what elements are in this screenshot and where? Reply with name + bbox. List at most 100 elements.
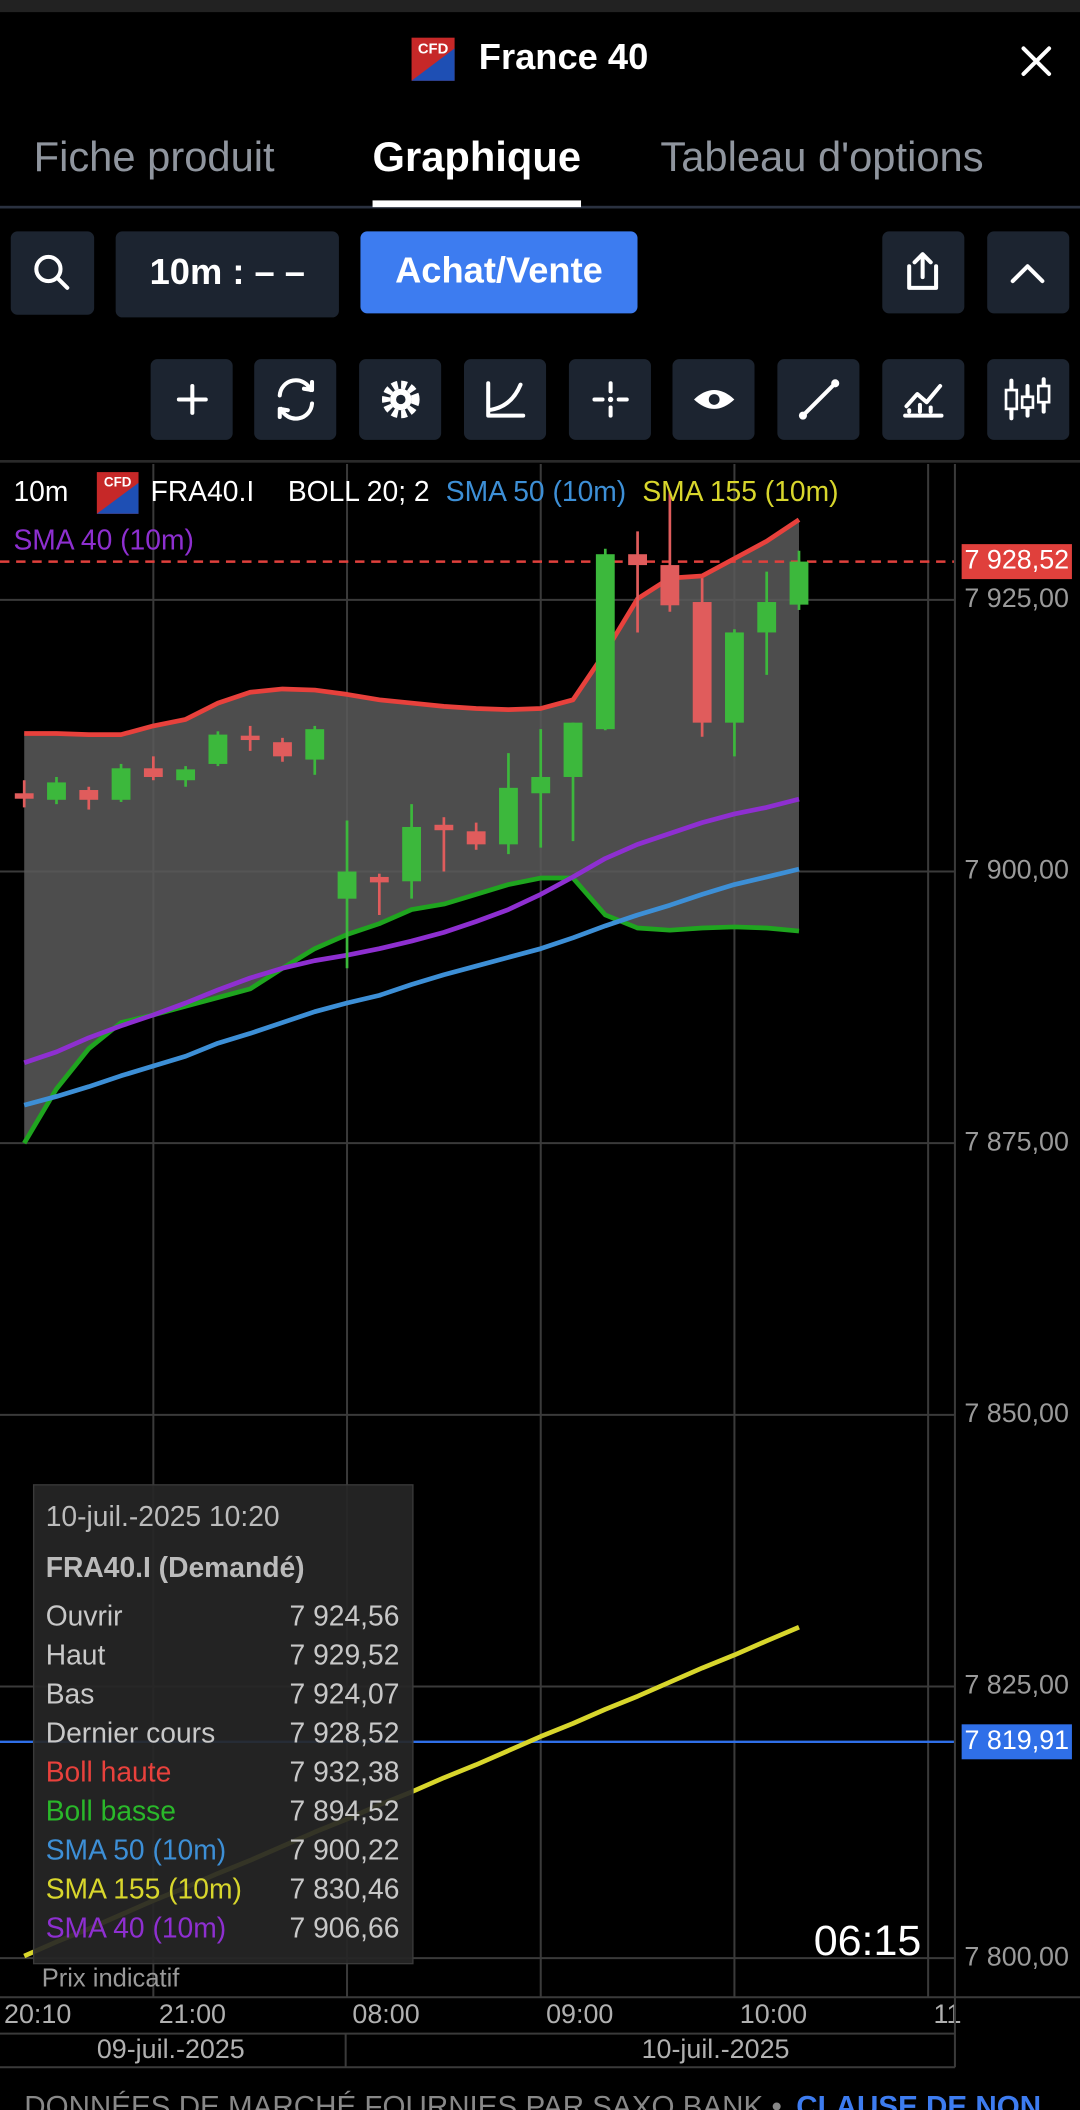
candle-body — [240, 735, 260, 741]
candle-body — [660, 565, 680, 606]
gear-icon — [396, 394, 406, 405]
gear-icon — [381, 380, 420, 419]
crosshair-icon — [592, 381, 629, 418]
x-tick-label: 11 — [934, 1999, 962, 2029]
tool-line[interactable] — [777, 359, 860, 440]
price-tag-label: 7 928,52 — [964, 545, 1069, 575]
candle-body — [595, 554, 615, 730]
candle-body — [176, 769, 196, 781]
candle-icon — [1036, 384, 1051, 404]
tooltip-label: Boll haute — [46, 1755, 172, 1787]
tool-curve[interactable] — [464, 359, 547, 440]
date-label: 09-juil.-2025 — [97, 2034, 245, 2064]
active-tab-underline — [372, 200, 582, 208]
tooltip-label: SMA 155 (10m) — [46, 1872, 242, 1904]
chevron-icon — [1010, 264, 1045, 284]
footer-link[interactable]: CLAUSE DE NON — [796, 2091, 1041, 2110]
tooltip-value: 7 894,52 — [290, 1794, 400, 1826]
tooltip-value: 7 929,52 — [290, 1638, 400, 1670]
tooltip-label: Boll basse — [46, 1794, 176, 1826]
candle-body — [337, 871, 357, 899]
tab[interactable]: Fiche produit — [34, 133, 275, 180]
badge-blue — [96, 482, 139, 514]
share-button[interactable] — [882, 231, 965, 314]
y-tick-label: 7 825,00 — [964, 1670, 1069, 1700]
tool-add[interactable] — [150, 359, 233, 440]
legend-entry: SMA 155 (10m) — [642, 475, 838, 507]
close-icon — [1021, 46, 1052, 77]
tooltip-value: 7 924,07 — [290, 1677, 400, 1709]
candle-body — [725, 632, 744, 723]
candle-body — [434, 824, 454, 831]
chart-overlay: 7 800,00 7 825,00 7 850,00 7 875,00 7 900,00… — [0, 464, 1080, 2069]
y-tick-label: 7 850,00 — [964, 1398, 1069, 1428]
candle-body — [14, 793, 34, 799]
candle-body — [466, 831, 486, 845]
candle-body — [563, 722, 583, 777]
tool-refresh[interactable] — [254, 359, 337, 440]
candle-body — [208, 734, 228, 764]
legend-interval: 10m — [13, 475, 68, 507]
legend-entry: BOLL 20; 2 — [288, 475, 430, 507]
candle-icon — [1004, 388, 1019, 411]
search-button[interactable] — [10, 231, 95, 315]
tooltip-label: SMA 40 (10m) — [46, 1911, 226, 1943]
candle-body — [692, 602, 712, 723]
status-bar — [0, 0, 1080, 13]
crosshair-icon — [607, 396, 614, 403]
price-tag — [961, 544, 1072, 580]
price-tag — [961, 1724, 1072, 1760]
trade-label: Achat/Vente — [395, 250, 603, 291]
footer-text: DONNÉES DE MARCHÉ FOURNIES PAR SAXO BANK… — [24, 2091, 782, 2110]
candle-body — [499, 787, 518, 845]
tab[interactable]: Graphique — [373, 133, 581, 180]
y-tick-label: 7 875,00 — [964, 1126, 1069, 1156]
trade-button[interactable]: Achat/Vente — [360, 231, 638, 314]
y-tick-label: 7 800,00 — [964, 1941, 1069, 1971]
close-button[interactable] — [1021, 46, 1052, 77]
timeframe-button[interactable]: 10m : – – — [115, 231, 339, 318]
candle-body — [143, 768, 163, 777]
tooltip-label: Dernier cours — [46, 1716, 215, 1748]
candle-body — [757, 602, 777, 633]
eye-icon — [708, 394, 720, 405]
tooltip-label: Haut — [46, 1638, 106, 1670]
x-tick-label: 09:00 — [546, 1999, 613, 2029]
timeframe-label: 10m : – – — [150, 251, 305, 292]
chart-top-border — [0, 459, 1080, 463]
y-tick-label: 7 900,00 — [964, 855, 1069, 885]
tool-indicators[interactable] — [882, 359, 965, 440]
tooltip-value: 7 928,52 — [290, 1716, 400, 1748]
candle-body — [47, 782, 66, 800]
curve-icon — [486, 381, 526, 418]
tooltip-label: SMA 50 (10m) — [46, 1833, 226, 1865]
badge-text: CFD — [418, 42, 449, 58]
legend-entry: SMA 40 (10m) — [13, 523, 193, 555]
collapse-button[interactable] — [987, 231, 1070, 314]
cfd-badge: CFD — [411, 37, 455, 81]
tooltip-rows: Ouvrir 7 924,56 Haut 7 929,52 Bas 7 924,07 Der… — [46, 1599, 400, 1943]
button-bg — [10, 231, 95, 315]
button-bg — [987, 231, 1070, 314]
button-bg — [254, 359, 337, 440]
legend-symbol: FRA40.I — [151, 475, 255, 507]
tool-crosshair[interactable] — [568, 359, 651, 440]
line-icon — [831, 379, 840, 388]
indicator-icon — [903, 384, 944, 418]
price-tag-label: 7 819,91 — [964, 1725, 1069, 1755]
tooltip-value: 7 900,22 — [290, 1833, 400, 1865]
tab[interactable]: Tableau d'options — [660, 133, 983, 180]
tool-settings[interactable] — [359, 359, 442, 440]
price-note: Prix indicatif — [42, 1965, 181, 1993]
tool-visibility[interactable] — [672, 359, 755, 440]
tool-candles[interactable] — [987, 359, 1070, 440]
plus-icon — [176, 384, 208, 415]
candle-body — [305, 729, 325, 760]
legend: BOLL 20; 2 SMA 50 (10m) SMA 155 (10m) SMA 4… — [13, 475, 838, 555]
share-icon — [907, 252, 939, 290]
tooltip-datetime: 10-juil.-2025 10:20 — [46, 1500, 280, 1532]
countdown: 06:15 — [814, 1917, 922, 1965]
tooltip-label: Ouvrir — [46, 1599, 123, 1631]
tooltip-value: 7 906,66 — [290, 1911, 400, 1943]
